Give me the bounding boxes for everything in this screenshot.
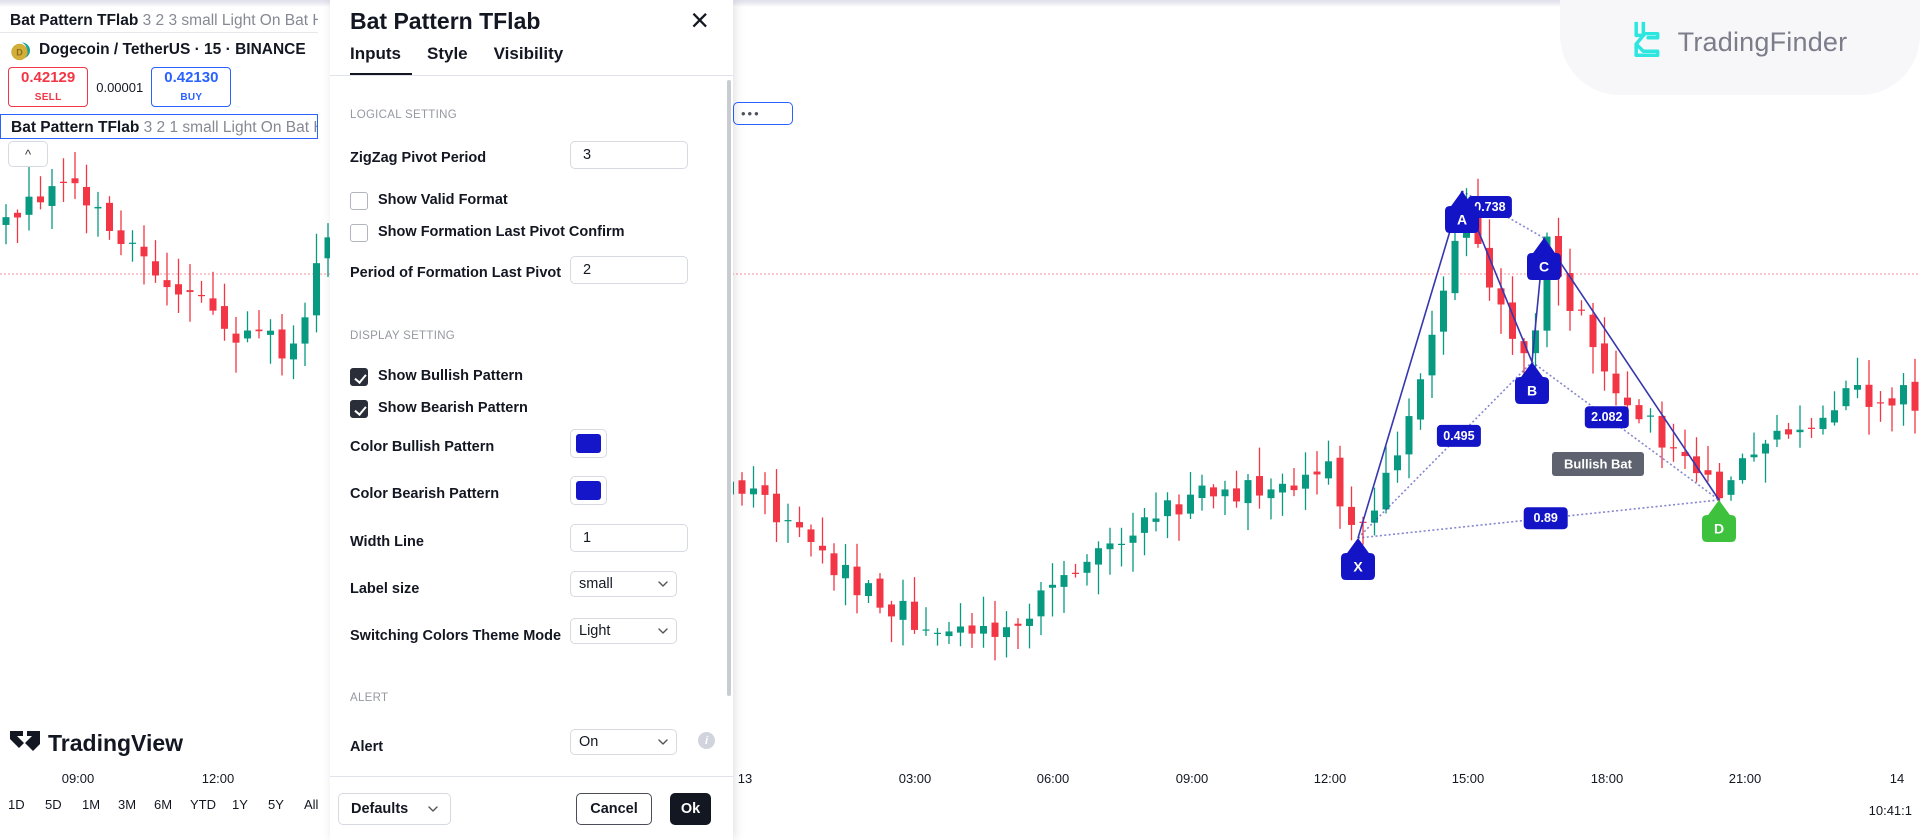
svg-text:2.082: 2.082 (1591, 410, 1622, 424)
svg-text:C: C (1539, 259, 1549, 275)
svg-text:D: D (16, 48, 23, 58)
svg-text:B: B (1527, 383, 1537, 399)
svg-text:Bullish Bat: Bullish Bat (1564, 457, 1633, 472)
svg-text:X: X (1353, 559, 1363, 575)
svg-text:0.89: 0.89 (1534, 511, 1558, 525)
svg-text:D: D (1714, 521, 1724, 537)
svg-text:A: A (1457, 212, 1467, 228)
svg-text:0.495: 0.495 (1443, 429, 1474, 443)
